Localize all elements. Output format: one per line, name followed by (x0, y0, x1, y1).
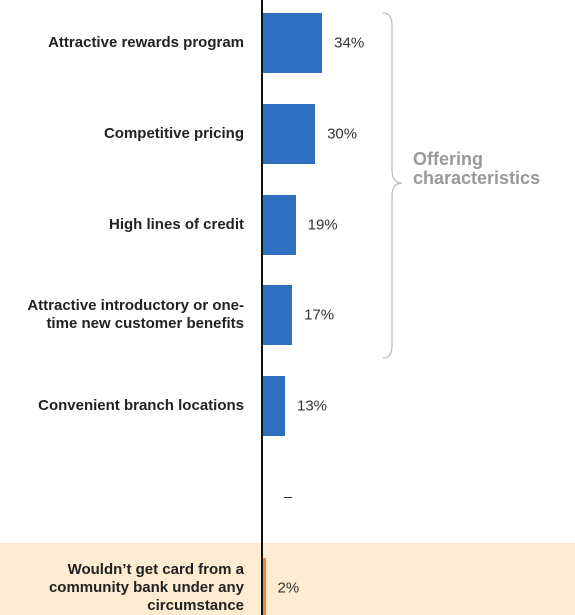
value-label: 34% (334, 34, 365, 52)
category-label: Competitive pricing (103, 124, 244, 142)
bar (262, 194, 296, 255)
value-label: 2% (277, 579, 300, 597)
bar (262, 557, 266, 615)
value-label: 13% (297, 397, 328, 415)
bar (262, 13, 323, 73)
category-label: Convenient branch locations (38, 397, 244, 415)
annotation: Offering characteristics (413, 149, 541, 188)
category-label: High lines of credit (108, 215, 244, 233)
value-label: 30% (327, 125, 358, 143)
value-label: 17% (304, 306, 335, 324)
bracket (382, 12, 403, 359)
value-label: – (284, 488, 293, 506)
bar (262, 285, 293, 346)
value-label: 19% (307, 216, 338, 234)
category-label: Attractive rewards program (48, 34, 244, 51)
bar (262, 103, 316, 164)
category-label: Wouldn’t get card from a community bank … (48, 560, 244, 614)
bar (262, 376, 285, 437)
category-label: Attractive introductory or one-time new … (27, 297, 244, 333)
highlight-band (0, 543, 575, 615)
axis-line (261, 0, 263, 615)
